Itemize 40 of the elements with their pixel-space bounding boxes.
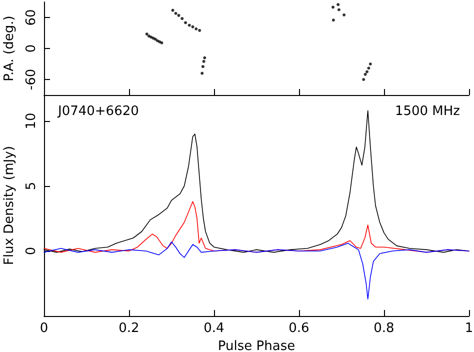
point xyxy=(364,72,367,76)
x-tick-label: 0 xyxy=(40,321,48,336)
point xyxy=(171,8,174,12)
y-tick-label: 5 xyxy=(24,182,39,190)
y-axis-title: Flux Density (mJy) xyxy=(2,146,17,266)
point xyxy=(337,8,340,12)
point xyxy=(368,62,372,66)
point xyxy=(191,25,194,28)
point xyxy=(336,3,340,6)
y-tick-label: -60 xyxy=(24,68,39,90)
annotation: 1500 MHz xyxy=(394,104,460,119)
x-axis-title: Pulse Phase xyxy=(218,338,296,352)
point xyxy=(200,72,204,75)
point xyxy=(194,27,198,30)
x-tick-label: 1 xyxy=(464,321,474,336)
x-tick-label: 0.2 xyxy=(118,321,140,336)
y-tick-label: 60 xyxy=(24,9,39,26)
point xyxy=(198,28,202,32)
x-tick-label: 0.8 xyxy=(374,321,394,336)
point xyxy=(184,21,188,24)
point xyxy=(332,18,335,22)
y-tick-label: 0 xyxy=(24,246,39,256)
point xyxy=(367,66,370,70)
point xyxy=(174,12,178,15)
point xyxy=(366,70,368,74)
x-tick-label: 0.4 xyxy=(204,321,224,336)
x-tick-label: 0.6 xyxy=(288,321,310,336)
point xyxy=(342,13,346,16)
y-tick-label: 10 xyxy=(24,112,39,130)
point xyxy=(362,78,366,81)
point xyxy=(202,60,206,63)
point xyxy=(332,6,334,9)
point xyxy=(177,14,180,17)
point xyxy=(201,65,204,68)
annotation: J0740+6620 xyxy=(57,104,139,119)
y-tick-label: 0 xyxy=(24,44,39,53)
point xyxy=(203,56,206,60)
line-series xyxy=(44,242,470,300)
point xyxy=(180,17,184,20)
y-axis-title: P.A. (deg.) xyxy=(2,16,17,82)
